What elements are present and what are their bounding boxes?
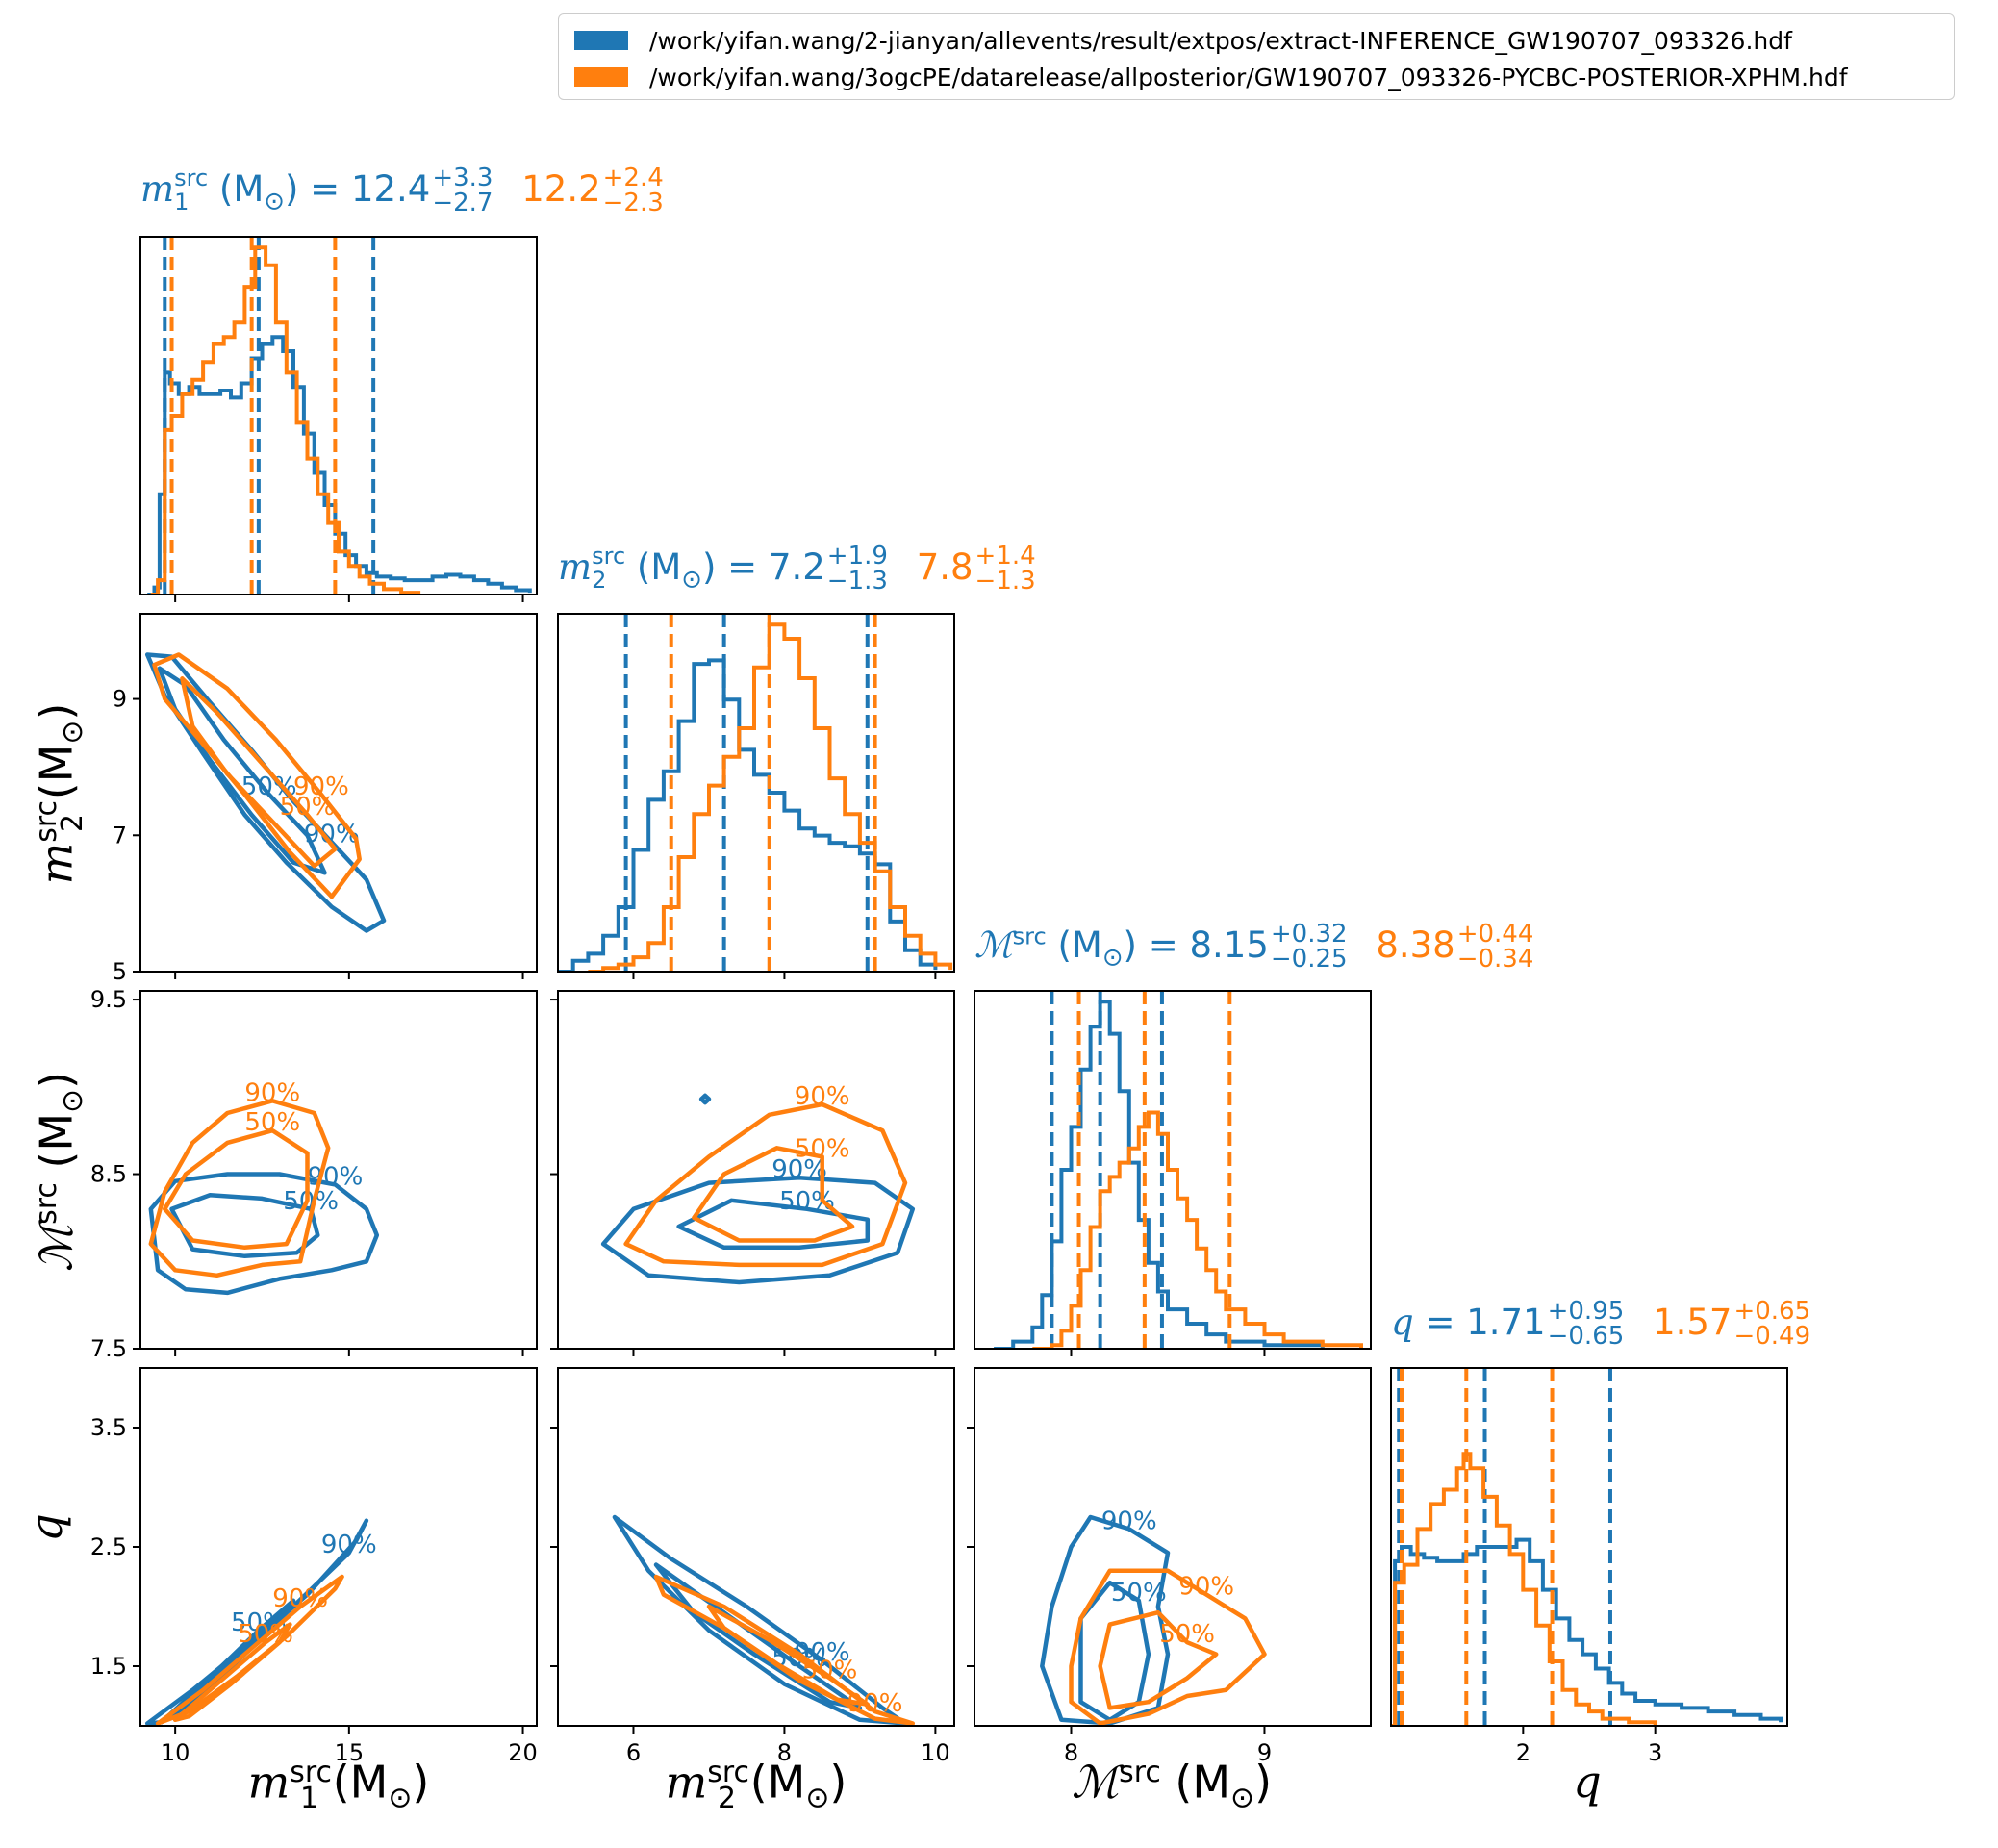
panel-frame-q-m2 <box>557 1367 955 1727</box>
contour-m1-mc-orange-2 <box>148 1099 331 1278</box>
hist-mc-orange <box>1032 1110 1363 1349</box>
xtick-label-m2-10: 10 <box>921 1739 950 1766</box>
legend: /work/yifan.wang/2-jianyan/allevents/res… <box>558 13 1955 100</box>
contour-m2-mc-blue-0 <box>600 1175 916 1285</box>
xtick-label-mc-8: 8 <box>1064 1739 1078 1766</box>
ytick-label-mc-9.5: 9.5 <box>90 986 127 1013</box>
xtick-label-mc-9: 9 <box>1257 1739 1272 1766</box>
contour-label-m2-mc-blue-0: 90% <box>771 1155 827 1184</box>
contour-m2-q-orange-3 <box>706 1604 871 1707</box>
contour-label-m2-mc-orange-2: 90% <box>795 1082 850 1111</box>
xtick-label-m1-15: 15 <box>335 1739 365 1766</box>
hist-m2-blue <box>558 658 938 972</box>
contour-label-m2-mc-orange-3: 50% <box>795 1134 850 1163</box>
xlabel-m1: msrc1 (M⊙) <box>247 1756 430 1815</box>
contour-m1-m2-blue-1 <box>157 666 327 875</box>
contour-m1-m2-orange-2 <box>152 652 362 899</box>
ylabel-mc: ℳsrc (M⊙) <box>30 1071 89 1273</box>
ytick-label-q-1.5: 1.5 <box>90 1653 127 1680</box>
contour-label-m1-mc-orange-3: 50% <box>244 1108 300 1137</box>
contour-m2-q-blue-1 <box>653 1562 863 1710</box>
legend-item-blue: /work/yifan.wang/2-jianyan/allevents/res… <box>574 23 1792 58</box>
legend-swatch-blue <box>574 31 628 50</box>
xtick-label-m2-6: 6 <box>626 1739 641 1766</box>
contour-m1-mc-orange-3 <box>163 1127 310 1251</box>
contour-label-mc-q-blue-1: 50% <box>1111 1579 1167 1608</box>
hist-q-blue <box>1391 1537 1783 1726</box>
legend-item-orange: /work/yifan.wang/3ogcPE/datarelease/allp… <box>574 60 1848 94</box>
xlabel-mc: ℳsrc (M⊙) <box>1071 1756 1273 1815</box>
ytick-label-mc-7.5: 7.5 <box>90 1335 127 1362</box>
xtick-label-m2-8: 8 <box>777 1739 792 1766</box>
title-m1: m src 1 (M⊙) = 12.4 +3.3 −2.7 12.2 +2.4 −2.3 <box>140 164 664 217</box>
contour-m1-m2-orange-3 <box>180 676 338 869</box>
contour-label-mc-q-orange-2: 90% <box>1178 1573 1234 1602</box>
contour-m2-mc-blue-4 <box>698 1093 712 1105</box>
panel-frame-m2-m1 <box>139 613 538 973</box>
contour-m1-q-orange-2 <box>155 1574 344 1726</box>
contour-m1-mc-blue-0 <box>148 1172 380 1296</box>
contour-label-m1-q-blue-0: 90% <box>321 1531 377 1559</box>
contour-m1-q-orange-3 <box>172 1622 292 1723</box>
contour-label-m1-q-orange-2: 90% <box>272 1584 328 1613</box>
ylabel-q: q <box>20 1513 72 1542</box>
ytick-label-q-3.5: 3.5 <box>90 1414 127 1441</box>
contour-label-mc-q-blue-0: 90% <box>1101 1506 1157 1535</box>
hist-mc-blue <box>994 1000 1325 1349</box>
panel-frame-mc-m1 <box>139 990 538 1350</box>
title-m2: m src 2 (M⊙) = 7.2 +1.9 −1.3 7.8 +1.4 −1.3 <box>558 542 1036 595</box>
contour-label-m1-q-orange-3: 50% <box>238 1620 293 1649</box>
panel-frame-m1-m1 <box>139 236 538 595</box>
legend-label-orange: /work/yifan.wang/3ogcPE/datarelease/allp… <box>649 63 1848 91</box>
xtick-label-q-2: 2 <box>1516 1739 1530 1766</box>
hist-m1-orange <box>150 245 421 595</box>
ytick-label-m2-9: 9 <box>113 686 127 713</box>
contour-m2-mc-orange-3 <box>692 1146 855 1243</box>
contour-m2-mc-blue-1 <box>676 1198 871 1251</box>
contour-label-m1-m2-orange-2: 90% <box>293 772 349 801</box>
xtick-label-m1-10: 10 <box>161 1739 190 1766</box>
panel-frame-q-mc <box>974 1367 1372 1727</box>
legend-label-blue: /work/yifan.wang/2-jianyan/allevents/res… <box>649 26 1792 55</box>
xlabel-m2: msrc2 (M⊙) <box>665 1756 847 1815</box>
contour-label-m2-q-orange-3: 50% <box>802 1656 858 1684</box>
contour-label-m1-m2-orange-3: 50% <box>280 793 336 822</box>
contour-label-m1-mc-orange-2: 90% <box>244 1078 300 1107</box>
panel-frame-q-q <box>1390 1367 1788 1727</box>
ytick-label-q-2.5: 2.5 <box>90 1533 127 1560</box>
panel-frame-mc-mc <box>974 990 1372 1350</box>
contour-mc-q-orange-2 <box>1069 1568 1267 1726</box>
hist-q-orange <box>1391 1452 1657 1726</box>
contour-m1-mc-blue-1 <box>169 1193 320 1259</box>
contour-mc-q-orange-3 <box>1098 1609 1219 1710</box>
hist-m1-blue <box>147 335 532 595</box>
ytick-label-mc-8.5: 8.5 <box>90 1161 127 1188</box>
xtick-label-m1-20: 20 <box>508 1739 538 1766</box>
legend-swatch-orange <box>574 67 628 87</box>
panel-frame-mc-m2 <box>557 990 955 1350</box>
ytick-label-m2-7: 7 <box>113 822 127 848</box>
ylabel-m2: msrc2 (M⊙) <box>30 702 89 885</box>
xtick-label-q-3: 3 <box>1648 1739 1662 1766</box>
ytick-label-m2-5: 5 <box>113 958 127 985</box>
title-q: q = 1.71 +0.95 −0.65 1.57 +0.65 −0.49 <box>1391 1297 1811 1351</box>
title-mc: ℳsrc (M⊙) = 8.15 +0.32 −0.25 8.38 +0.44 −0.3… <box>974 920 1534 974</box>
contour-label-mc-q-orange-3: 50% <box>1159 1620 1215 1649</box>
contour-m2-mc-orange-2 <box>623 1101 908 1268</box>
panel-frame-m2-m2 <box>557 613 955 973</box>
contour-m2-q-orange-2 <box>653 1574 916 1726</box>
xlabel-q: q <box>1573 1756 1602 1808</box>
